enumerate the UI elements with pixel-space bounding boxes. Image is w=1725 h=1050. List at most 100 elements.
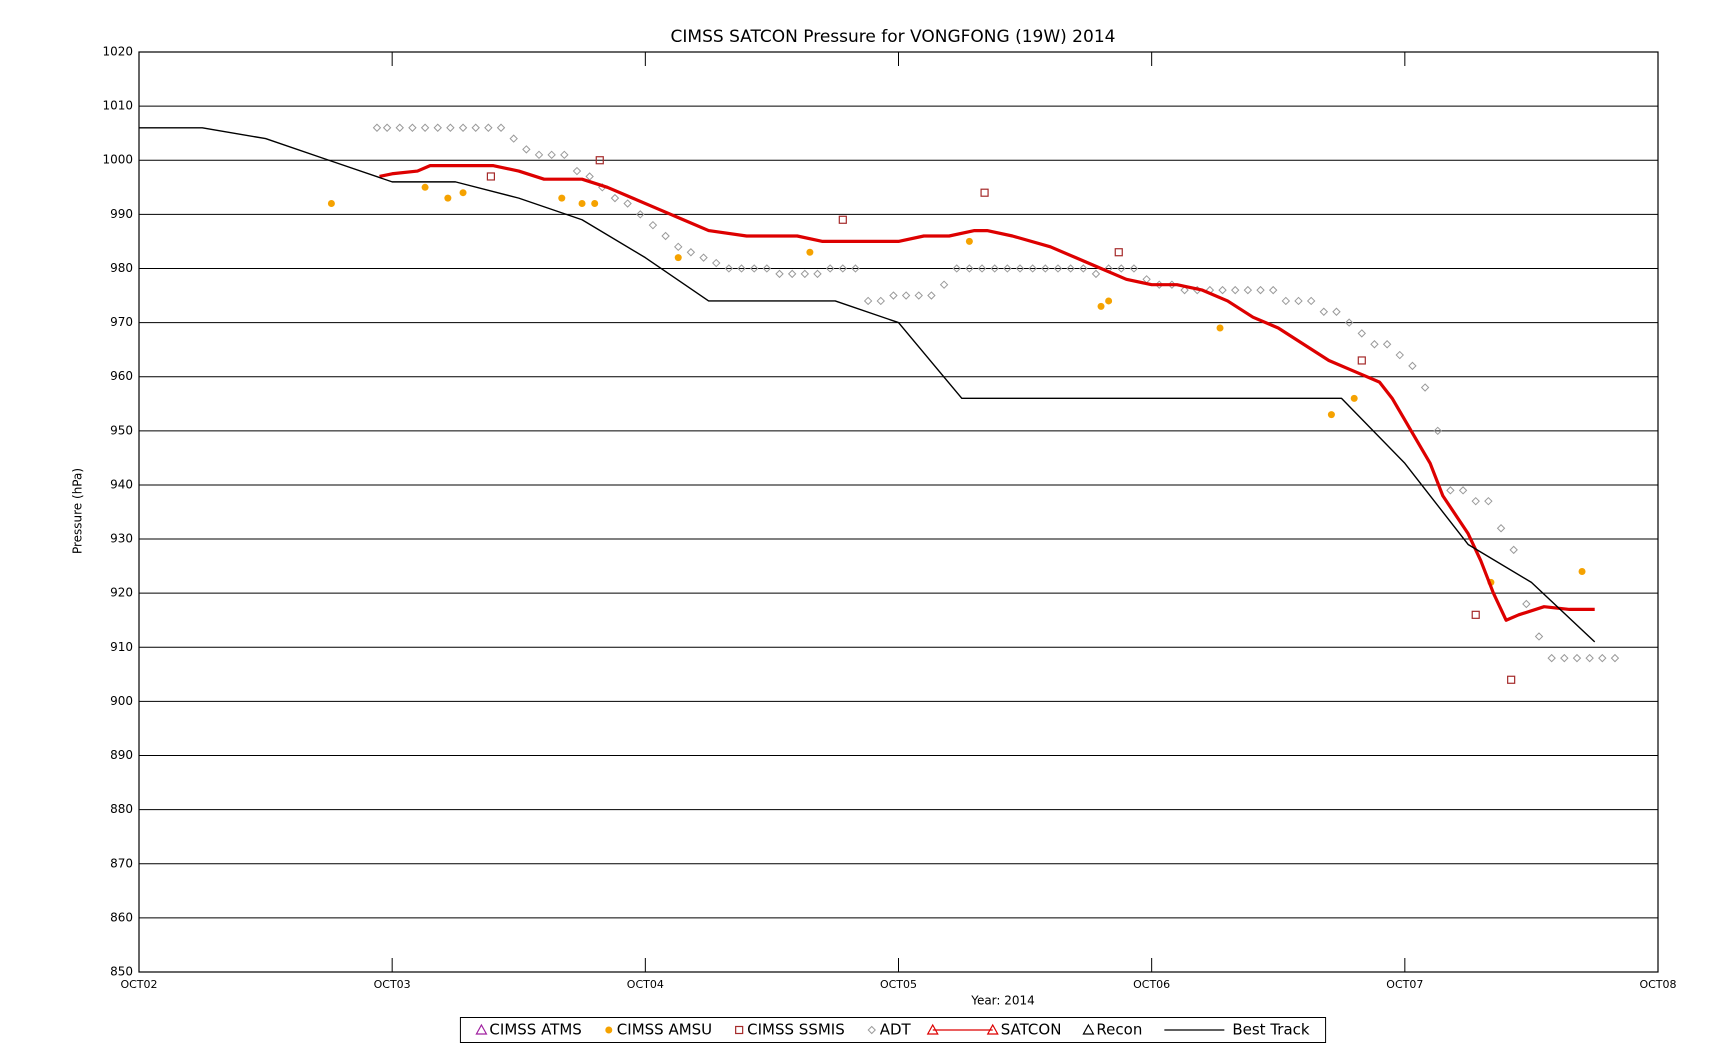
data-point [889,291,898,300]
data-point [610,193,620,203]
data-point [1433,426,1442,436]
data-point [1216,324,1224,332]
data-point [787,269,797,279]
data-point [1015,264,1025,273]
data-point [1509,545,1518,555]
data-point [471,123,480,132]
x-tick-label: OCT03 [374,978,411,991]
legend-label: Best Track [1232,1021,1310,1039]
legend-swatch [867,1025,876,1035]
data-point [813,269,822,279]
data-point [1231,285,1240,295]
data-point [522,145,531,154]
data-point [1446,486,1455,495]
y-tick-label: 930 [110,532,133,546]
data-point [1091,269,1101,279]
data-point [1382,340,1392,349]
data-point [509,134,518,143]
data-point [446,123,455,132]
legend-label: ADT [880,1021,912,1039]
legend-swatch [1082,1023,1095,1035]
data-point [458,123,468,132]
y-tick-label: 890 [110,748,133,762]
x-tick-label: OCT02 [120,978,157,991]
data-point [737,264,746,273]
data-point [1332,307,1341,316]
data-point [901,291,911,300]
data-point [1598,653,1607,663]
data-point [1522,599,1531,609]
data-point [952,264,961,273]
data-point [800,269,810,279]
data-point [1572,653,1582,663]
data-point [1496,524,1506,533]
x-tick-label: OCT08 [1639,978,1676,991]
data-point [1484,496,1493,506]
data-point [444,194,452,202]
data-point [1547,653,1556,663]
data-point [486,172,496,181]
data-point [1560,653,1569,663]
data-point [990,264,999,273]
x-axis-label: Year: 2014 [970,994,1035,1008]
y-tick-label: 1000 [102,153,133,167]
y-tick-label: 900 [110,694,133,708]
data-point [1534,632,1544,641]
data-point [927,291,936,300]
y-tick-label: 940 [110,477,133,491]
data-point [1420,383,1430,392]
data-point [408,123,417,132]
data-point [459,189,467,197]
data-point [674,254,682,262]
data-point [1306,296,1316,306]
chart-title: CIMSS SATCON Pressure for VONGFONG (19W)… [671,27,1116,47]
data-point [965,237,973,245]
data-point [372,123,382,132]
data-point [395,123,404,132]
data-point [1350,394,1358,402]
data-point [1114,248,1123,257]
data-point [1053,264,1063,273]
data-point [1105,297,1113,305]
data-point [1610,653,1620,663]
data-point [686,248,696,257]
data-point [1408,361,1417,371]
data-point [699,253,708,262]
data-point [1097,302,1105,310]
data-point [1357,356,1366,365]
y-tick-label: 950 [110,423,133,437]
data-point [1180,285,1189,295]
data-point [558,194,566,202]
data-point [1458,486,1468,495]
y-tick-label: 870 [110,856,133,870]
y-tick-label: 860 [110,910,133,924]
y-tick-label: 910 [110,640,133,654]
legend-label: CIMSS ATMS [489,1021,581,1039]
data-point [1028,264,1037,273]
data-point [1256,285,1265,295]
data-point [572,166,582,176]
data-point [1218,285,1227,295]
data-point [1357,329,1367,338]
data-point [876,296,885,306]
data-point [851,264,860,273]
data-point [712,258,721,268]
data-point [1471,610,1480,619]
legend: CIMSS ATMS CIMSS AMSU CIMSS SSMIS ADT SATCON… [459,1017,1327,1043]
legend-label: CIMSS AMSU [617,1021,712,1039]
data-point [965,264,974,273]
legend-label: Recon [1096,1021,1142,1039]
data-point [1370,340,1379,349]
legend-swatch [475,1023,488,1035]
data-point [661,231,670,241]
data-point [1319,307,1329,316]
x-tick-label: OCT04 [627,978,664,991]
data-point [1041,264,1050,273]
legend-swatch [986,1023,999,1035]
y-tick-label: 1020 [102,45,133,59]
plot-frame [138,51,1659,973]
data-point [636,210,645,219]
y-tick-label: 970 [110,315,133,329]
data-point [1327,411,1335,419]
